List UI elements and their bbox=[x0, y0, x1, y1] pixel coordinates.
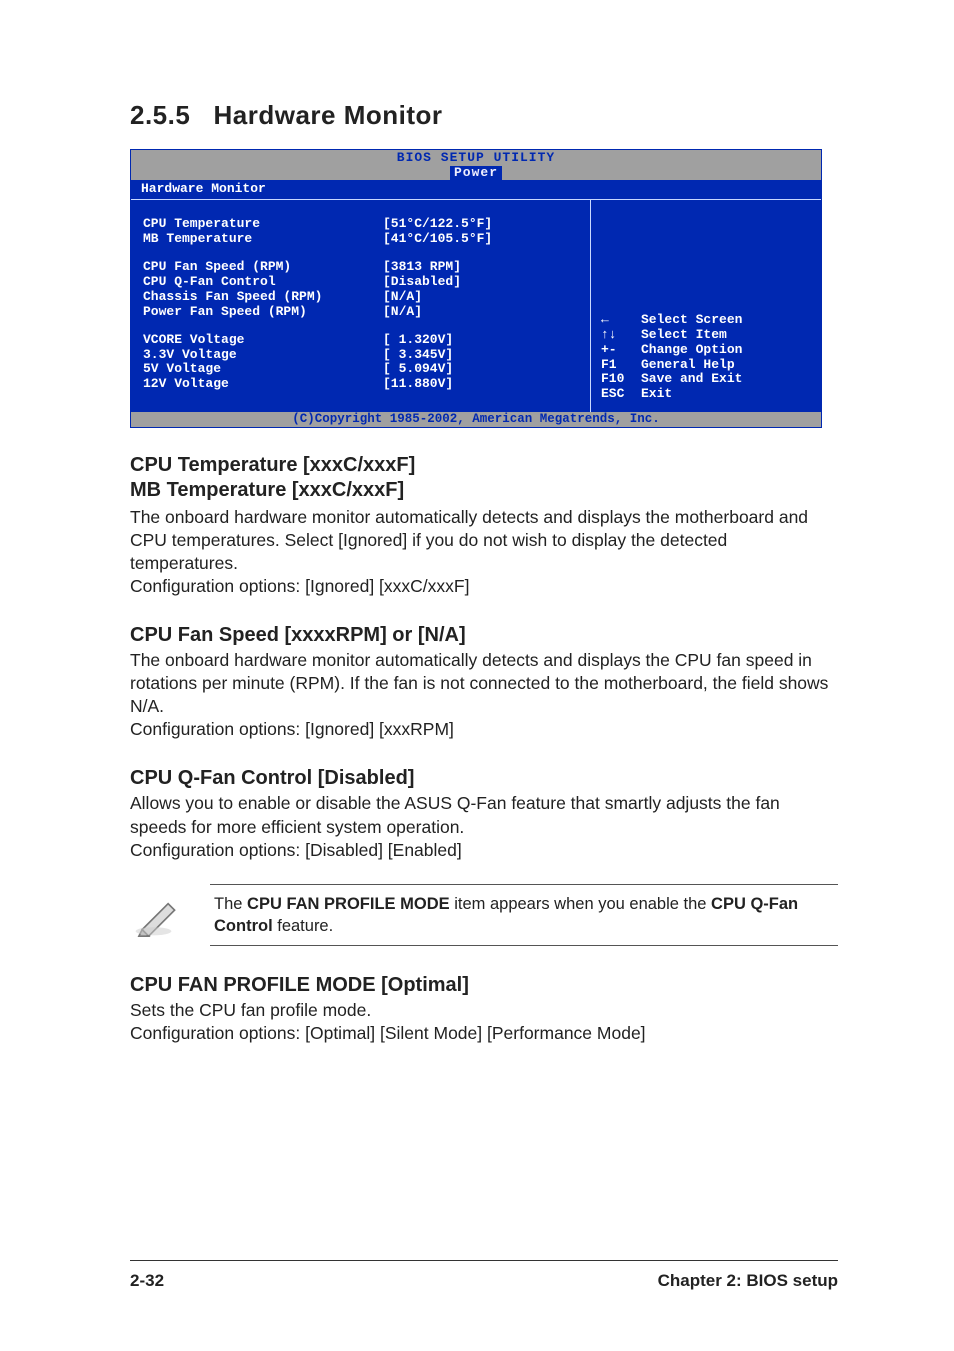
config-options: Configuration options: [Ignored] [xxxRPM… bbox=[130, 718, 838, 741]
bios-row[interactable]: 12V Voltage[11.880V] bbox=[143, 377, 578, 392]
bios-help-pane: ←Select Screen ↑↓Select Item +-Change Op… bbox=[591, 200, 821, 412]
bios-title: BIOS SETUP UTILITY bbox=[131, 150, 821, 166]
heading-fan-speed: CPU Fan Speed [xxxxRPM] or [N/A] bbox=[130, 624, 838, 647]
config-options: Configuration options: [Disabled] [Enabl… bbox=[130, 839, 838, 862]
heading-qfan: CPU Q-Fan Control [Disabled] bbox=[130, 767, 838, 790]
section-qfan-control: CPU Q-Fan Control [Disabled] Allows you … bbox=[130, 767, 838, 861]
heading-mb-temp: MB Temperature [xxxC/xxxF] bbox=[130, 479, 838, 502]
pencil-note-icon bbox=[130, 891, 190, 939]
bios-row[interactable]: CPU Q-Fan Control[Disabled] bbox=[143, 275, 578, 290]
bios-body: CPU Temperature[51°C/122.5°F] MB Tempera… bbox=[131, 200, 821, 412]
bios-left-pane: CPU Temperature[51°C/122.5°F] MB Tempera… bbox=[131, 200, 591, 412]
config-options: Configuration options: [Optimal] [Silent… bbox=[130, 1022, 838, 1045]
bios-row[interactable]: Power Fan Speed (RPM)[N/A] bbox=[143, 305, 578, 320]
bios-row[interactable]: CPU Temperature[51°C/122.5°F] bbox=[143, 217, 578, 232]
bios-row[interactable]: CPU Fan Speed (RPM)[3813 RPM] bbox=[143, 260, 578, 275]
section-heading: 2.5.5 Hardware Monitor bbox=[130, 100, 838, 131]
heading-cpu-temp: CPU Temperature [xxxC/xxxF] bbox=[130, 454, 838, 477]
bios-row[interactable]: VCORE Voltage[ 1.320V] bbox=[143, 333, 578, 348]
page-footer: 2-32 Chapter 2: BIOS setup bbox=[130, 1260, 838, 1291]
paragraph: The onboard hardware monitor automatical… bbox=[130, 506, 838, 575]
chapter-label: Chapter 2: BIOS setup bbox=[658, 1271, 838, 1291]
bios-row[interactable]: 5V Voltage[ 5.094V] bbox=[143, 362, 578, 377]
bios-copyright: (C)Copyright 1985-2002, American Megatre… bbox=[131, 412, 821, 426]
bios-help-keys: ←Select Screen ↑↓Select Item +-Change Op… bbox=[601, 313, 811, 403]
paragraph: Allows you to enable or disable the ASUS… bbox=[130, 792, 838, 838]
bios-titlebar: BIOS SETUP UTILITY Power bbox=[131, 150, 821, 180]
heading-fan-profile: CPU FAN PROFILE MODE [Optimal] bbox=[130, 974, 838, 997]
page-number: 2-32 bbox=[130, 1271, 164, 1291]
bios-menubar: Power bbox=[131, 166, 821, 181]
bios-row[interactable]: Chassis Fan Speed (RPM)[N/A] bbox=[143, 290, 578, 305]
section-fan-profile: CPU FAN PROFILE MODE [Optimal] Sets the … bbox=[130, 974, 838, 1045]
section-cpu-temperature: CPU Temperature [xxxC/xxxF] MB Temperatu… bbox=[130, 454, 838, 598]
bios-screenshot: BIOS SETUP UTILITY Power Hardware Monito… bbox=[130, 149, 822, 428]
paragraph: Sets the CPU fan profile mode. bbox=[130, 999, 838, 1022]
bios-row[interactable]: MB Temperature[41°C/105.5°F] bbox=[143, 232, 578, 247]
bios-panel-header: Hardware Monitor bbox=[131, 180, 821, 200]
section-title-text: Hardware Monitor bbox=[214, 100, 443, 130]
section-cpu-fan-speed: CPU Fan Speed [xxxxRPM] or [N/A] The onb… bbox=[130, 624, 838, 741]
note-box: The CPU FAN PROFILE MODE item appears wh… bbox=[130, 884, 838, 947]
note-text: The CPU FAN PROFILE MODE item appears wh… bbox=[210, 884, 838, 947]
bios-row[interactable]: 3.3V Voltage[ 3.345V] bbox=[143, 348, 578, 363]
bios-menu-power[interactable]: Power bbox=[450, 166, 502, 181]
config-options: Configuration options: [Ignored] [xxxC/x… bbox=[130, 575, 838, 598]
section-number: 2.5.5 bbox=[130, 100, 190, 130]
paragraph: The onboard hardware monitor automatical… bbox=[130, 649, 838, 718]
